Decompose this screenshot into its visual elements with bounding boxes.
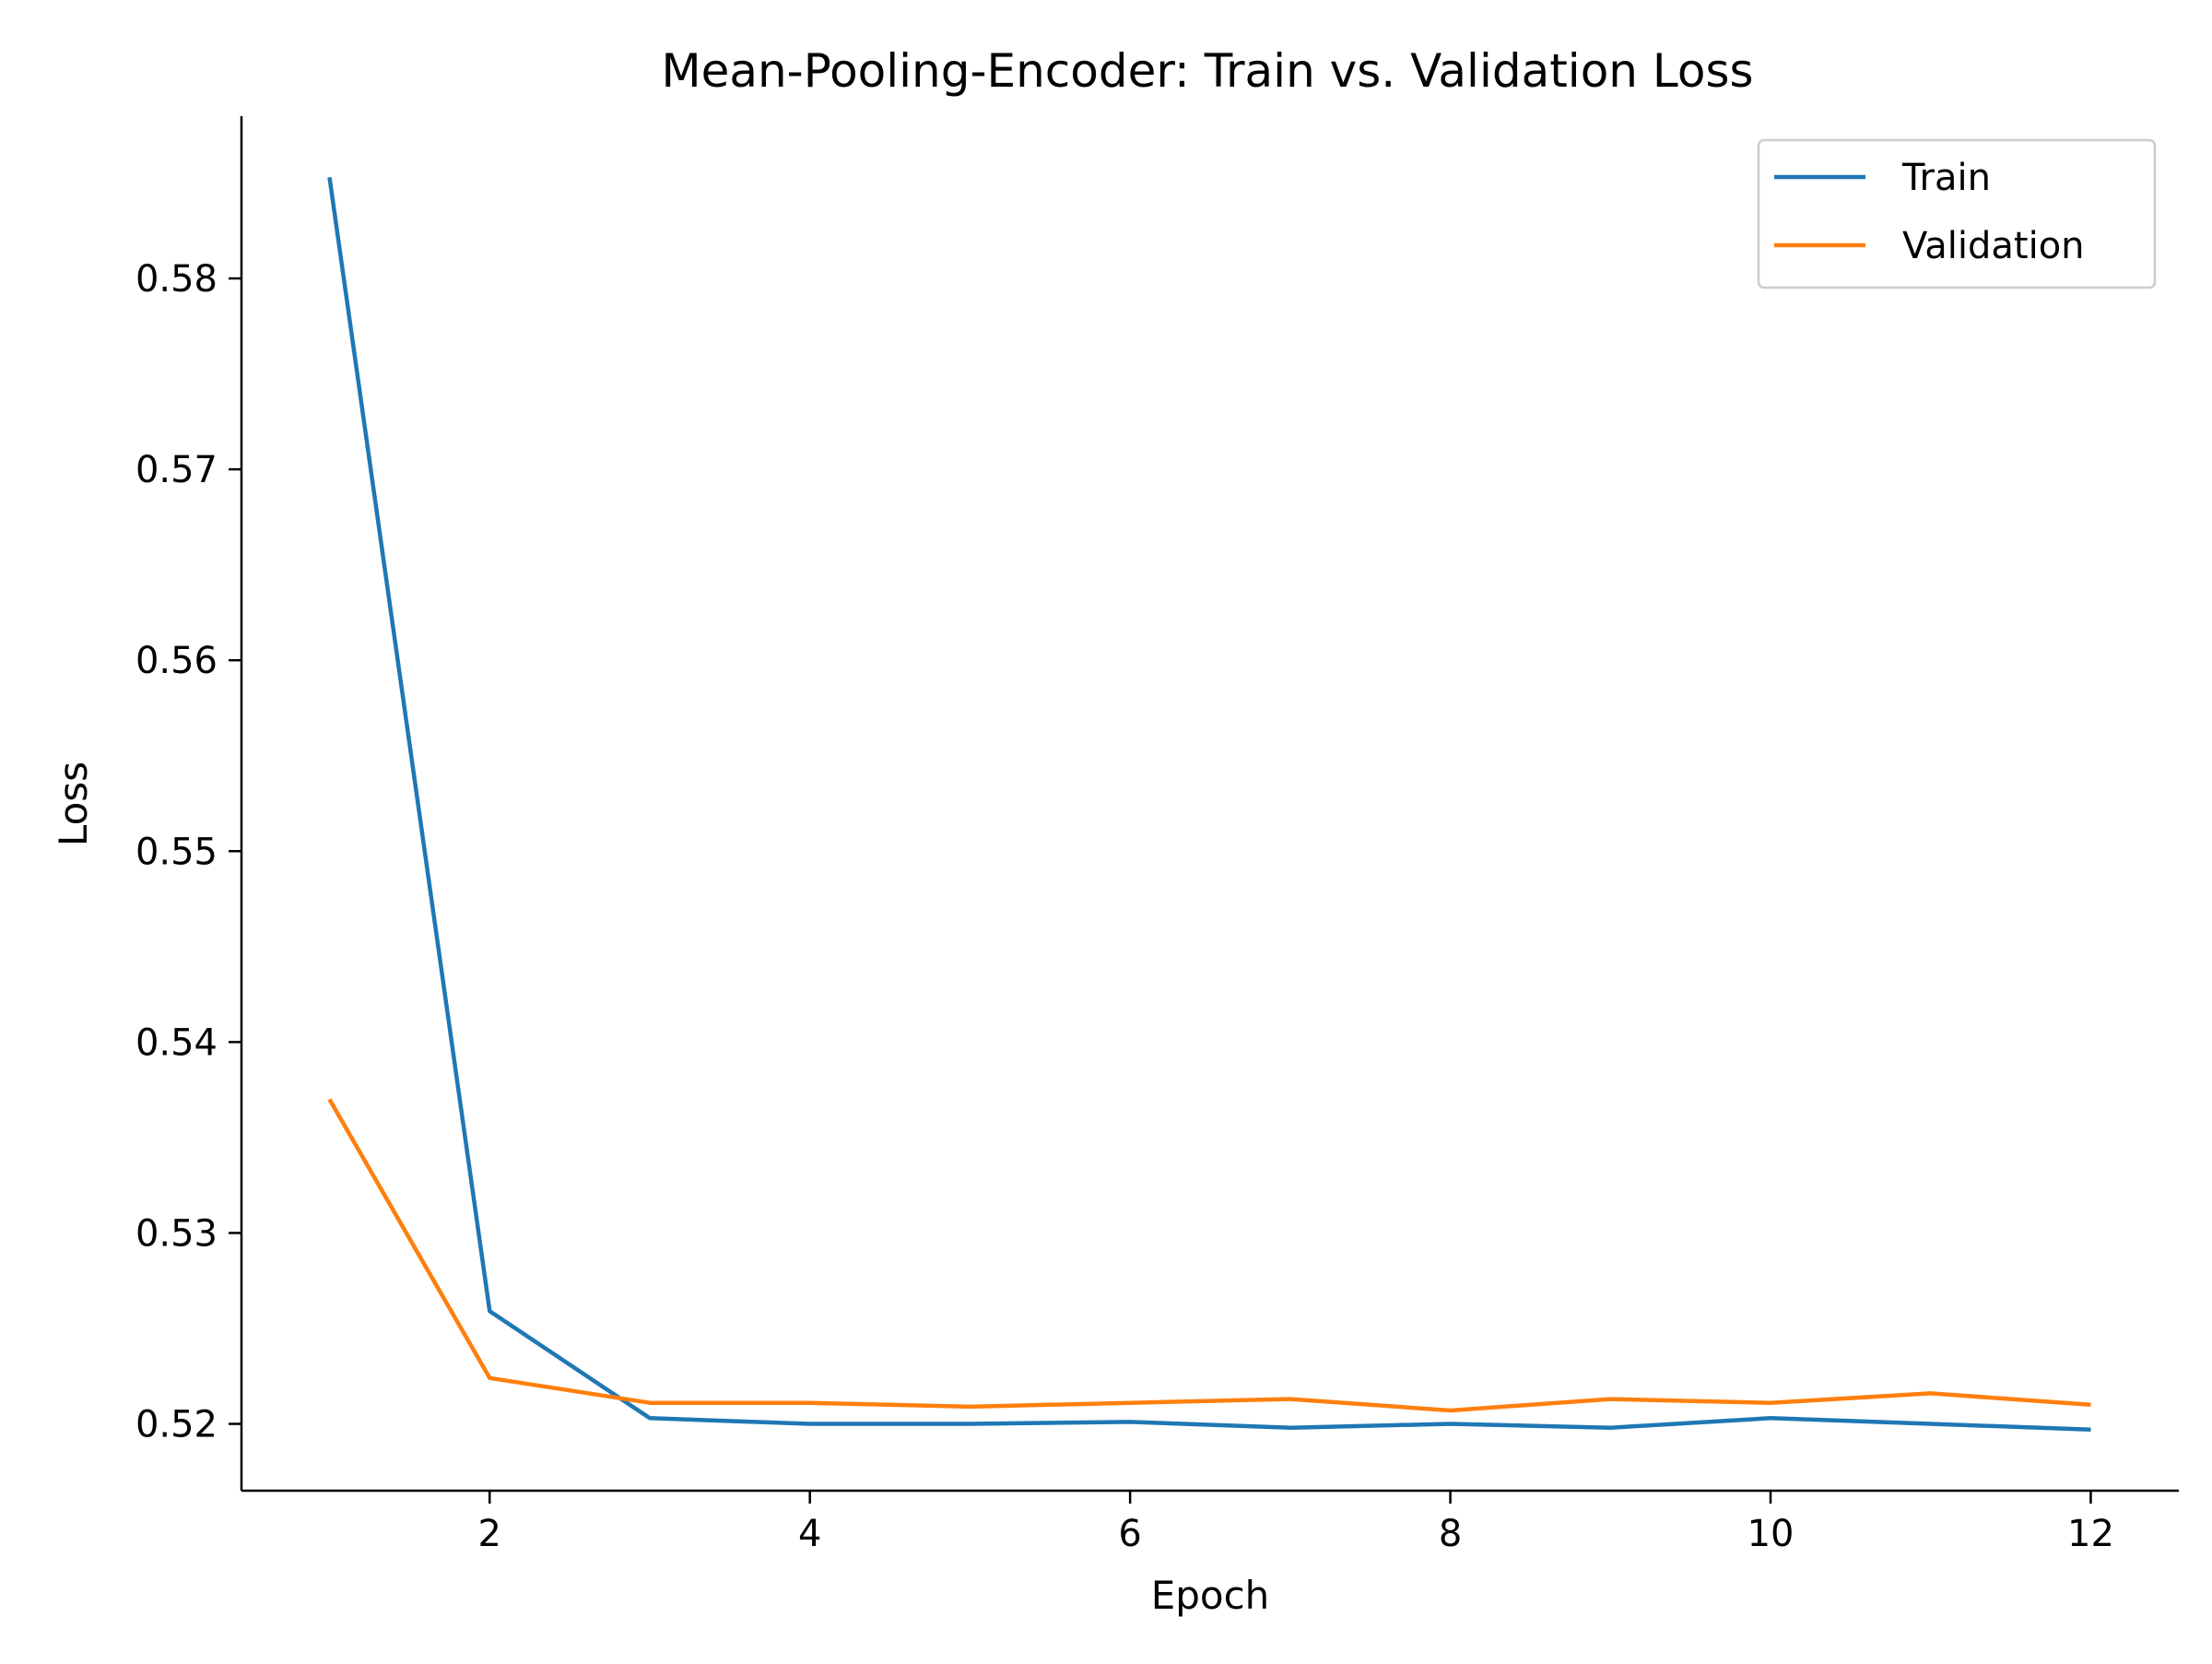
x-tick-label: 2 <box>478 1513 501 1555</box>
y-tick-label: 0.53 <box>135 1212 218 1255</box>
y-tick-label: 0.55 <box>135 831 218 873</box>
x-tick-label: 12 <box>2067 1513 2114 1555</box>
y-tick-label: 0.56 <box>135 640 218 682</box>
x-tick-label: 6 <box>1118 1513 1141 1555</box>
legend: Train Validation <box>1757 138 2157 289</box>
x-tick-label: 8 <box>1439 1513 1462 1555</box>
y-axis-label: Loss <box>51 761 96 846</box>
legend-label-validation: Validation <box>1902 225 2085 267</box>
y-ticks: 0.52 0.53 0.54 0.55 0.56 0.57 0.58 <box>135 258 241 1446</box>
y-tick-label: 0.58 <box>135 258 218 301</box>
series-layer <box>327 176 2091 1432</box>
x-tick-label: 10 <box>1747 1513 1794 1555</box>
y-tick-label: 0.57 <box>135 449 218 491</box>
y-tick-label: 0.54 <box>135 1021 218 1064</box>
chart-title: Mean-Pooling-Encoder: Train vs. Validati… <box>661 44 1753 98</box>
y-tick-label: 0.52 <box>135 1404 218 1446</box>
x-tick-label: 4 <box>798 1513 821 1555</box>
x-ticks: 2 4 6 8 10 12 <box>478 1491 2114 1555</box>
legend-items: Train Validation <box>1774 157 2085 267</box>
legend-label-train: Train <box>1901 157 1991 199</box>
x-axis-label: Epoch <box>1151 1573 1270 1618</box>
series-line-validation <box>327 1098 2091 1413</box>
